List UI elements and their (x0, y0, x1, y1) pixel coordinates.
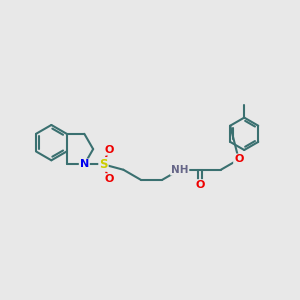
Text: N: N (80, 159, 89, 170)
Text: O: O (234, 154, 243, 164)
Text: O: O (104, 174, 113, 184)
Text: S: S (99, 158, 108, 171)
Text: O: O (104, 145, 113, 155)
Text: NH: NH (171, 165, 188, 175)
Text: O: O (196, 180, 205, 190)
